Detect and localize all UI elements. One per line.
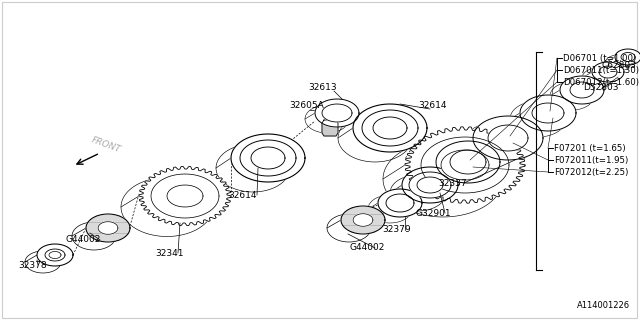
Polygon shape bbox=[473, 116, 543, 160]
Polygon shape bbox=[402, 167, 458, 203]
Polygon shape bbox=[421, 137, 509, 193]
Polygon shape bbox=[488, 125, 528, 151]
Text: 32337: 32337 bbox=[438, 179, 467, 188]
Text: FRONT: FRONT bbox=[90, 135, 122, 154]
Text: 32605A: 32605A bbox=[289, 100, 324, 109]
Polygon shape bbox=[251, 147, 285, 169]
Text: 32613: 32613 bbox=[308, 84, 337, 92]
Text: 32341: 32341 bbox=[155, 249, 184, 258]
Polygon shape bbox=[353, 214, 373, 226]
Polygon shape bbox=[621, 52, 635, 61]
Text: 32379: 32379 bbox=[382, 226, 411, 235]
Text: D06701 (t=1.00): D06701 (t=1.00) bbox=[563, 53, 636, 62]
Polygon shape bbox=[615, 49, 640, 65]
Polygon shape bbox=[37, 244, 73, 266]
Text: 32614: 32614 bbox=[228, 190, 257, 199]
Polygon shape bbox=[139, 166, 231, 226]
Text: D52803: D52803 bbox=[583, 84, 618, 92]
Polygon shape bbox=[520, 95, 576, 131]
Polygon shape bbox=[341, 206, 385, 234]
Polygon shape bbox=[322, 120, 338, 136]
Polygon shape bbox=[450, 150, 486, 174]
Text: D067011(t=1.30): D067011(t=1.30) bbox=[563, 66, 639, 75]
Text: F07201 (t=1.65): F07201 (t=1.65) bbox=[554, 143, 626, 153]
Polygon shape bbox=[45, 249, 65, 261]
Text: 32378: 32378 bbox=[18, 260, 47, 269]
Polygon shape bbox=[570, 82, 594, 98]
Text: F072012(t=2.25): F072012(t=2.25) bbox=[554, 167, 628, 177]
Polygon shape bbox=[436, 141, 500, 183]
Polygon shape bbox=[386, 194, 414, 212]
Text: A114001226: A114001226 bbox=[577, 301, 630, 310]
Polygon shape bbox=[378, 189, 422, 217]
Polygon shape bbox=[86, 214, 130, 242]
Text: C62803: C62803 bbox=[601, 60, 636, 69]
Polygon shape bbox=[409, 172, 451, 198]
Polygon shape bbox=[532, 103, 564, 123]
Text: G44002: G44002 bbox=[350, 244, 385, 252]
Text: G32901: G32901 bbox=[415, 209, 451, 218]
Polygon shape bbox=[98, 222, 118, 234]
Text: G44002: G44002 bbox=[65, 236, 100, 244]
Polygon shape bbox=[353, 104, 427, 152]
Polygon shape bbox=[441, 150, 489, 180]
Polygon shape bbox=[49, 252, 61, 259]
Text: 32614: 32614 bbox=[418, 100, 447, 109]
Polygon shape bbox=[373, 117, 407, 139]
Polygon shape bbox=[231, 134, 305, 182]
Polygon shape bbox=[405, 127, 525, 203]
Polygon shape bbox=[560, 76, 604, 104]
Polygon shape bbox=[362, 110, 418, 146]
Text: D067012(t=1.60): D067012(t=1.60) bbox=[563, 77, 639, 86]
Polygon shape bbox=[322, 104, 352, 122]
Polygon shape bbox=[417, 177, 443, 193]
Polygon shape bbox=[151, 174, 219, 218]
Polygon shape bbox=[592, 62, 624, 82]
Polygon shape bbox=[599, 66, 617, 78]
Polygon shape bbox=[240, 140, 296, 176]
Text: F072011(t=1.95): F072011(t=1.95) bbox=[554, 156, 628, 164]
Polygon shape bbox=[315, 99, 359, 127]
Polygon shape bbox=[167, 185, 203, 207]
